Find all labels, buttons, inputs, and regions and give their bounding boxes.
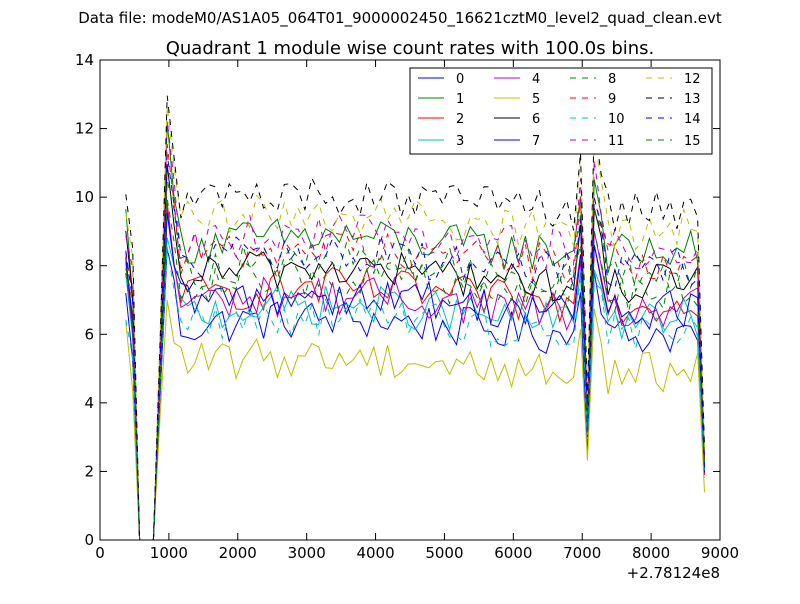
suptitle: Data file: modeM0/AS1A05_064T01_90000024… [78,9,722,28]
x-tick-label: 9000 [701,544,739,562]
ticks-layer: 0 1000 2000 3000 4000 5000 6000 7000 8000 9000 0 2 4… [75,51,739,562]
y-tick-label: 10 [75,188,94,206]
series-line-11 [125,120,705,540]
x-tick-label: 8000 [632,544,670,562]
legend-label-4: 4 [532,72,540,87]
x-tick-label: 2000 [219,544,257,562]
y-tick-label: 2 [84,462,94,480]
series-line-5 [125,299,705,540]
plot-frame [99,59,721,541]
x-tick-label: 4000 [356,544,394,562]
legend-label-11: 11 [608,134,625,149]
series-line-13 [125,95,705,540]
legend-label-6: 6 [532,112,540,127]
series-line-9 [125,143,705,540]
x-tick-label: 0 [95,544,105,562]
x-offset-label: +2.78124e8 [627,564,720,582]
legend-label-10: 10 [608,112,625,127]
series-line-10 [125,247,705,540]
chart-title: Quadrant 1 module wise count rates with … [166,38,655,59]
y-tick-label: 4 [84,394,94,412]
legend-label-9: 9 [608,92,616,107]
y-tick-label: 12 [75,120,94,138]
x-tick-label: 5000 [425,544,463,562]
series-line-14 [125,154,705,540]
y-tick-label: 6 [84,325,94,343]
series-line-1 [125,121,705,540]
series-line-7 [125,212,705,540]
series-line-0 [125,248,705,540]
legend-label-0: 0 [456,72,464,87]
y-tick-label: 0 [84,531,94,549]
legend-label-8: 8 [608,72,616,87]
legend-label-1: 1 [456,92,464,107]
x-tick-label: 1000 [150,544,188,562]
legend-label-3: 3 [456,134,464,149]
legend-label-7: 7 [532,134,540,149]
legend-label-12: 12 [684,72,701,87]
series-line-3 [125,237,705,540]
series-layer [125,95,705,540]
legend-label-15: 15 [684,134,701,149]
legend-label-14: 14 [684,112,701,127]
legend-label-5: 5 [532,92,540,107]
x-tick-label: 6000 [494,544,532,562]
y-tick-label: 8 [84,257,94,275]
x-tick-label: 7000 [563,544,601,562]
series-line-8 [125,180,705,540]
series-line-15 [125,198,705,540]
legend-label-13: 13 [684,92,701,107]
legend-label-2: 2 [456,112,464,127]
x-tick-label: 3000 [288,544,326,562]
y-tick-label: 14 [75,51,94,69]
series-line-12 [125,105,705,540]
series-line-4 [125,205,705,540]
